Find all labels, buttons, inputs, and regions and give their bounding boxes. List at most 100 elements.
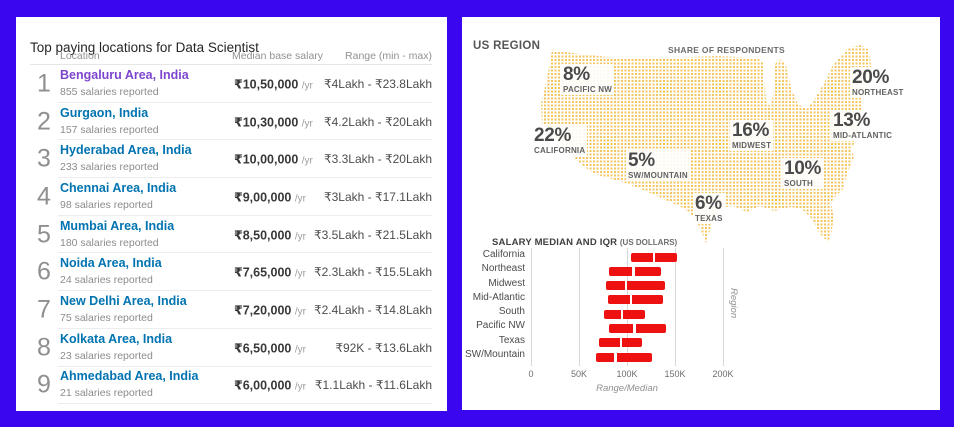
iqr-bar bbox=[608, 324, 667, 333]
rank-number: 9 bbox=[37, 370, 51, 399]
iqr-plot bbox=[531, 248, 737, 366]
per-year-suffix: /yr bbox=[294, 306, 306, 318]
salaries-reported-label: 75 salaries reported bbox=[60, 311, 153, 324]
region-label-sw-mountain: 5% SW/MOUNTAIN bbox=[626, 150, 690, 181]
location-cell: Bengaluru Area, India 855 salaries report… bbox=[60, 68, 189, 100]
iqr-bar bbox=[605, 281, 666, 291]
iqr-bar bbox=[596, 352, 652, 362]
us-map bbox=[537, 45, 878, 245]
salary-range-value: ₹1.1Lakh - ₹11.6Lakh bbox=[314, 378, 432, 393]
sw-mountain-share: 5% bbox=[628, 150, 655, 171]
midwest-name: MIDWEST bbox=[732, 141, 772, 150]
location-link[interactable]: Kolkata Area, India bbox=[60, 331, 173, 346]
col-median-base-salary: Median base salary bbox=[232, 50, 324, 62]
median-salary-value: ₹8,50,000 /yr bbox=[234, 228, 306, 243]
salaries-reported-label: 157 salaries reported bbox=[60, 123, 159, 136]
texas-share: 6% bbox=[695, 193, 722, 214]
california-share: 22% bbox=[534, 125, 572, 146]
iqr-category-label: Texas bbox=[498, 334, 525, 346]
median-marker bbox=[619, 338, 623, 348]
texas-name: TEXAS bbox=[695, 214, 723, 223]
iqr-category-label: Pacific NW bbox=[476, 320, 525, 332]
rank-number: 7 bbox=[37, 295, 51, 324]
region-label-northeast: 20% NORTHEAST bbox=[850, 67, 906, 98]
location-cell: New Delhi Area, India 75 salaries reporte… bbox=[60, 294, 187, 326]
salary-range-value: ₹3Lakh - ₹17.1Lakh bbox=[323, 189, 432, 204]
per-year-suffix: /yr bbox=[294, 268, 306, 280]
median-marker bbox=[624, 281, 628, 291]
median-salary-value: ₹10,30,000 /yr bbox=[234, 115, 313, 130]
location-link[interactable]: Noida Area, India bbox=[60, 256, 162, 271]
california-name: CALIFORNIA bbox=[534, 146, 586, 155]
salaries-reported-label: 21 salaries reported bbox=[60, 387, 153, 400]
salaries-reported-label: 23 salaries reported bbox=[60, 349, 153, 362]
salary-range-value: ₹2.3Lakh - ₹15.5Lakh bbox=[313, 265, 432, 280]
region-label-midwest: 16% MIDWEST bbox=[730, 120, 774, 151]
iqr-x-axis-label: Range/Median bbox=[596, 383, 658, 394]
region-label-south: 10% SOUTH bbox=[782, 158, 824, 189]
northeast-share: 20% bbox=[852, 67, 890, 88]
col-range-min-max: Range (min - max) bbox=[345, 50, 432, 62]
iqr-y-axis-label: Region bbox=[728, 288, 739, 319]
location-link[interactable]: Mumbai Area, India bbox=[60, 218, 175, 233]
median-marker bbox=[629, 295, 633, 305]
col-location: Location bbox=[60, 50, 100, 62]
mid-atlantic-share: 13% bbox=[833, 110, 871, 131]
region-label-pacific-nw: 8% PACIFIC NW bbox=[561, 64, 614, 95]
x-tick-label: 200K bbox=[712, 369, 734, 379]
share-of-respondents-heading: SHARE OF RESPONDENTS bbox=[666, 45, 787, 55]
rank-number: 6 bbox=[37, 257, 51, 286]
location-cell: Mumbai Area, India 180 salaries reported bbox=[60, 219, 174, 251]
location-link[interactable]: Gurgaon, India bbox=[60, 105, 149, 120]
table-row: 5 Mumbai Area, India 180 salaries reported… bbox=[30, 216, 432, 254]
location-link[interactable]: Hyderabad Area, India bbox=[60, 143, 192, 158]
per-year-suffix: /yr bbox=[301, 118, 313, 130]
gridline bbox=[579, 248, 580, 366]
location-link[interactable]: Bengaluru Area, India bbox=[60, 67, 189, 82]
us-region-title: US REGION bbox=[473, 39, 541, 52]
iqr-category-label: SW/Mountain bbox=[464, 349, 525, 361]
table-row: 2 Gurgaon, India 157 salaries reported ₹10,… bbox=[30, 103, 432, 141]
table-row: 9 Ahmedabad Area, India 21 salaries report… bbox=[30, 367, 432, 405]
rank-number: 3 bbox=[37, 144, 51, 173]
location-cell: Noida Area, India 24 salaries reported bbox=[60, 256, 162, 288]
table-row: 6 Noida Area, India 24 salaries reported ₹7… bbox=[30, 253, 432, 291]
rank-number: 4 bbox=[37, 182, 51, 211]
northeast-name: NORTHEAST bbox=[852, 88, 904, 97]
iqr-categories: California Northeast Midwest Mid-Atlantic So… bbox=[462, 248, 525, 362]
iqr-chart-title: SALARY MEDIAN AND IQR (US DOLLARS) bbox=[492, 237, 677, 248]
sw-mountain-name: SW/MOUNTAIN bbox=[628, 171, 688, 180]
median-marker bbox=[652, 252, 656, 262]
median-marker bbox=[633, 324, 636, 333]
rank-number: 2 bbox=[37, 107, 51, 136]
iqr-category-label: Midwest bbox=[488, 277, 525, 289]
gridline bbox=[627, 248, 628, 366]
median-salary-value: ₹10,50,000 /yr bbox=[234, 77, 313, 92]
pacific-nw-name: PACIFIC NW bbox=[563, 85, 612, 94]
gridline bbox=[531, 248, 532, 366]
x-tick-label: 0 bbox=[528, 369, 534, 379]
location-cell: Hyderabad Area, India 233 salaries report… bbox=[60, 143, 192, 175]
south-share: 10% bbox=[784, 158, 822, 179]
gridline bbox=[675, 248, 676, 366]
iqr-bar bbox=[603, 309, 646, 319]
iqr-bar bbox=[607, 295, 663, 305]
iqr-chart-title-note: (US DOLLARS) bbox=[619, 238, 678, 247]
pacific-nw-share: 8% bbox=[563, 64, 590, 85]
location-cell: Chennai Area, India 98 salaries reported bbox=[60, 181, 176, 213]
salary-range-value: ₹3.5Lakh - ₹21.5Lakh bbox=[313, 227, 432, 242]
table-header: Location Median base salary Range (min -… bbox=[30, 50, 432, 65]
south-name: SOUTH bbox=[784, 179, 813, 188]
x-tick-label: 50K bbox=[570, 369, 588, 379]
mid-atlantic-name: MID-ATLANTIC bbox=[833, 131, 893, 140]
location-link[interactable]: Ahmedabad Area, India bbox=[60, 369, 199, 384]
top-paying-locations-card: Top paying locations for Data Scientist … bbox=[16, 17, 447, 411]
rank-number: 5 bbox=[37, 220, 51, 249]
x-tick-label: 150K bbox=[664, 369, 686, 379]
location-link[interactable]: New Delhi Area, India bbox=[60, 293, 187, 308]
per-year-suffix: /yr bbox=[294, 344, 306, 356]
location-cell: Gurgaon, India 157 salaries reported bbox=[60, 106, 159, 138]
gridline bbox=[723, 248, 724, 366]
location-link[interactable]: Chennai Area, India bbox=[60, 180, 177, 195]
